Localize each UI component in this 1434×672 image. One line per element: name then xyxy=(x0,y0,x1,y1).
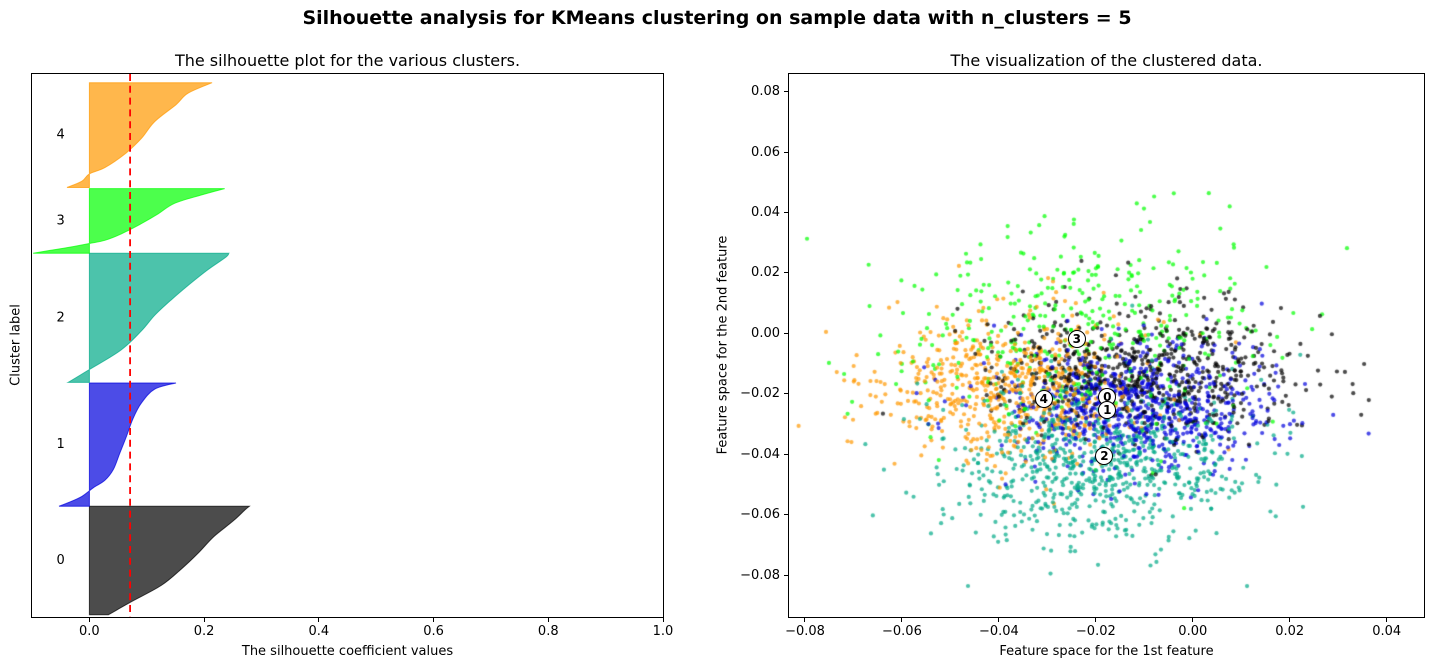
scatter-x-tick-mark xyxy=(1289,618,1291,622)
silhouette-x-tick-label: 0.8 xyxy=(537,624,559,639)
scatter-y-tick-label: −0.08 xyxy=(740,567,780,583)
cluster-center-marker-2: 2 xyxy=(1095,447,1114,466)
scatter-y-tick-label: −0.04 xyxy=(740,446,780,462)
scatter-y-tick-mark xyxy=(784,272,788,274)
scatter-y-tick-label: 0.02 xyxy=(751,265,780,281)
scatter-y-tick-mark xyxy=(784,332,788,334)
scatter-x-tick-mark xyxy=(1386,618,1388,622)
cluster-band-label-0: 0 xyxy=(57,553,65,568)
figure-title: Silhouette analysis for KMeans clusterin… xyxy=(302,7,1132,29)
scatter-x-tick-label: −0.04 xyxy=(978,624,1019,639)
scatter-x-tick-label: 0.02 xyxy=(1275,624,1305,639)
scatter-points-canvas xyxy=(789,74,1424,617)
silhouette-area-cluster-0 xyxy=(88,505,251,616)
scatter-y-tick-mark xyxy=(784,393,788,395)
silhouette-area-cluster-1 xyxy=(58,382,177,507)
silhouette-x-tick-mark xyxy=(547,618,549,622)
silhouette-x-tick-mark xyxy=(433,618,435,622)
cluster-band-label-3: 3 xyxy=(57,213,65,228)
scatter-y-axis-label: Feature space for the 2nd feature xyxy=(715,235,731,455)
silhouette-x-tick-mark xyxy=(662,618,664,622)
scatter-y-tick-label: 0.04 xyxy=(751,204,780,220)
scatter-x-tick-label: 0.00 xyxy=(1178,624,1208,639)
silhouette-plot-title: The silhouette plot for the various clus… xyxy=(174,51,521,70)
scatter-x-axis-label: Feature space for the 1st feature xyxy=(999,644,1214,659)
scatter-x-tick-label: −0.02 xyxy=(1075,624,1116,639)
scatter-y-tick-label: 0.00 xyxy=(751,325,780,341)
scatter-plot-title: The visualization of the clustered data. xyxy=(950,51,1263,70)
silhouette-area-cluster-2 xyxy=(66,252,230,383)
silhouette-x-tick-mark xyxy=(203,618,205,622)
scatter-y-tick-mark xyxy=(784,514,788,516)
silhouette-x-tick-label: 1.0 xyxy=(652,624,674,639)
silhouette-x-tick-label: 0.0 xyxy=(79,624,100,639)
cluster-band-label-2: 2 xyxy=(57,310,65,325)
silhouette-x-tick-mark xyxy=(318,618,320,622)
scatter-y-tick-label: −0.06 xyxy=(740,507,780,523)
scatter-y-tick-mark xyxy=(784,574,788,576)
silhouette-axes: 0 1 2 3 4 xyxy=(31,73,664,618)
scatter-x-tick-label: −0.06 xyxy=(882,624,922,639)
scatter-x-tick-label: 0.04 xyxy=(1372,624,1402,639)
scatter-x-tick-mark xyxy=(998,618,1000,622)
cluster-band-label-4: 4 xyxy=(57,128,65,143)
scatter-y-tick-mark xyxy=(784,151,788,153)
silhouette-x-axis-label: The silhouette coefficient values xyxy=(241,644,454,659)
scatter-x-tick-mark xyxy=(1192,618,1194,622)
silhouette-x-tick-label: 0.4 xyxy=(308,624,330,639)
silhouette-x-tick-label: 0.6 xyxy=(423,624,444,639)
silhouette-x-tick-label: 0.2 xyxy=(193,624,215,639)
scatter-y-tick-label: 0.06 xyxy=(751,144,780,160)
scatter-x-tick-mark xyxy=(1095,618,1097,622)
scatter-x-tick-mark xyxy=(901,618,903,622)
cluster-center-marker-1: 1 xyxy=(1098,401,1117,420)
silhouette-area-cluster-3 xyxy=(33,188,225,254)
cluster-center-marker-3: 3 xyxy=(1067,329,1086,348)
scatter-y-tick-mark xyxy=(784,91,788,93)
silhouette-y-axis-label: Cluster label xyxy=(8,304,24,386)
scatter-y-tick-mark xyxy=(784,453,788,455)
silhouette-x-tick-mark xyxy=(88,618,90,622)
scatter-y-tick-label: −0.02 xyxy=(740,386,780,402)
silhouette-plot-area: 0 1 2 3 4 xyxy=(33,74,251,617)
scatter-x-tick-label: −0.08 xyxy=(785,624,825,639)
cluster-center-marker-4: 4 xyxy=(1034,390,1053,409)
silhouette-area-cluster-4 xyxy=(66,82,213,188)
scatter-x-tick-mark xyxy=(804,618,806,622)
scatter-y-tick-mark xyxy=(784,211,788,213)
cluster-band-label-1: 1 xyxy=(57,437,65,452)
scatter-y-tick-label: 0.08 xyxy=(751,84,780,100)
